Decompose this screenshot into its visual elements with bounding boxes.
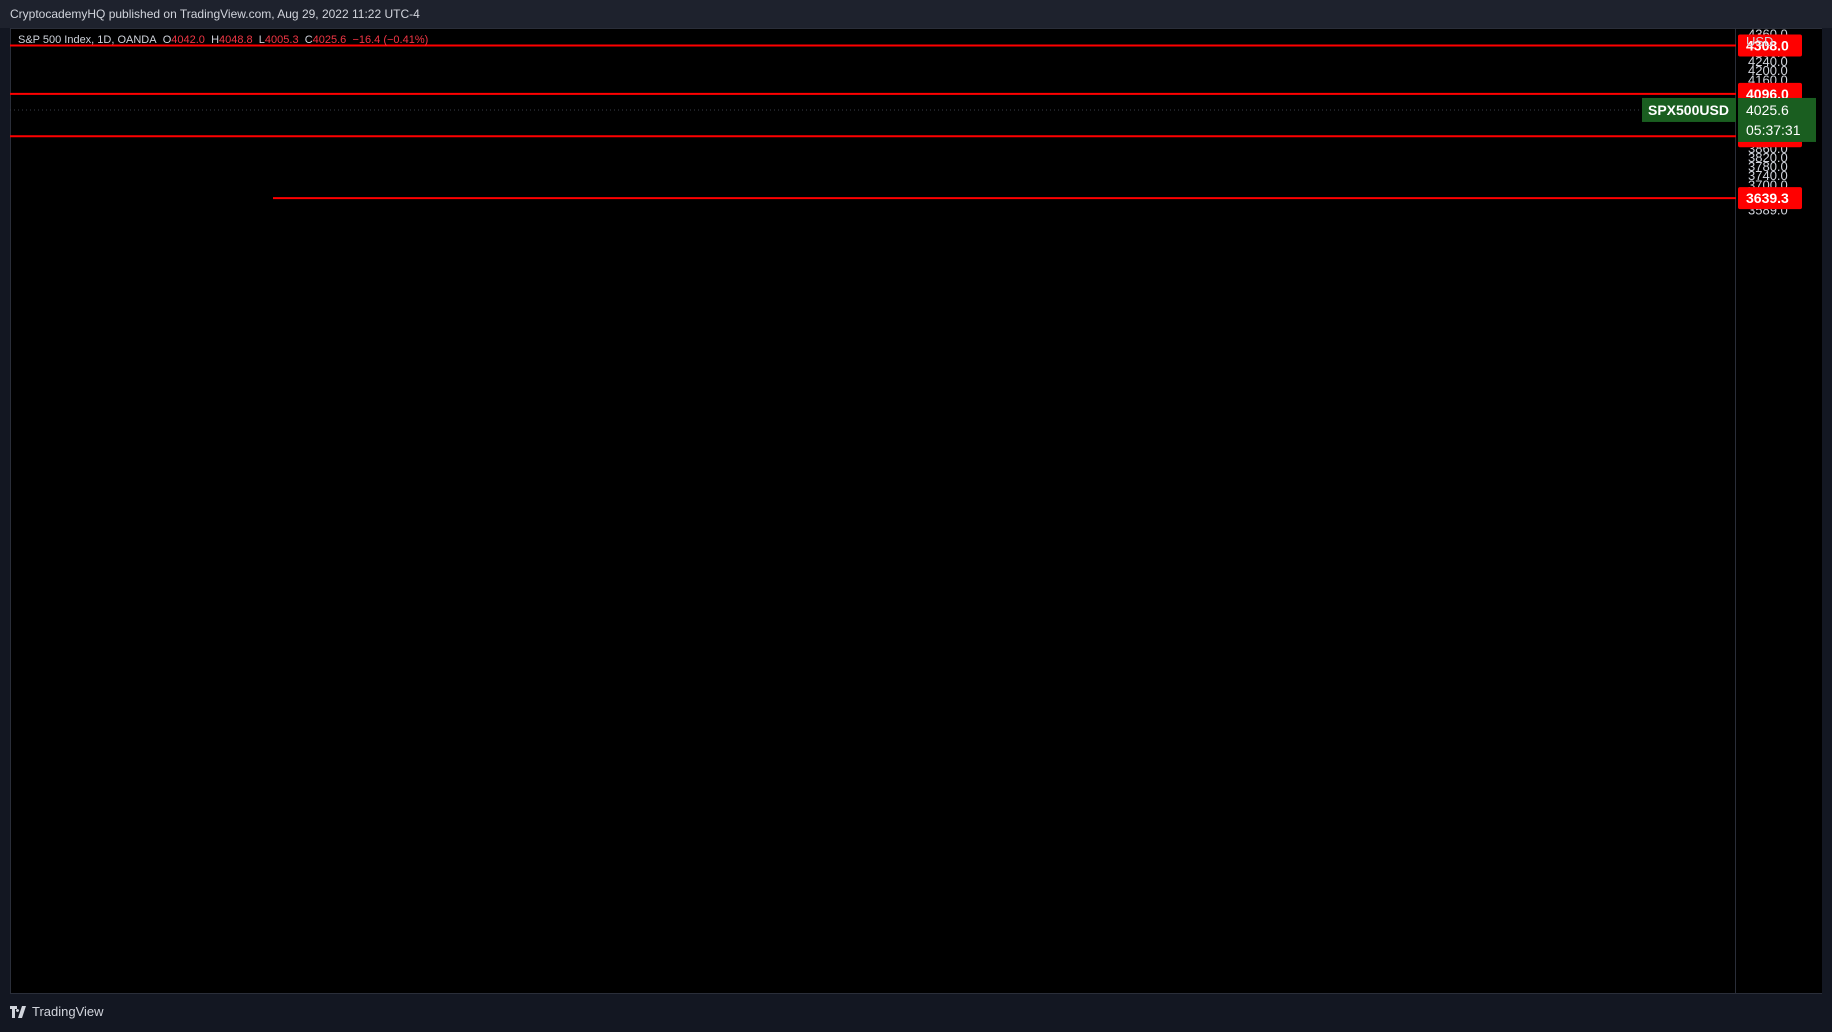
symbol-tag: [1642, 97, 1736, 122]
y-tick-label: 3820.0: [1748, 150, 1788, 165]
brand-label: TradingView: [32, 1004, 104, 1019]
tradingview-logo[interactable]: TradingView: [10, 1004, 104, 1019]
legend-open: 4042.0: [171, 34, 205, 46]
legend-high: 4048.8: [219, 34, 253, 46]
legend-open-label: O: [162, 34, 172, 46]
level-price-tag: [1738, 34, 1802, 57]
level-price-tag: [1738, 187, 1802, 210]
symbol-tag-label: SPX500USD: [1648, 102, 1729, 118]
legend-symbol: S&P 500 Index, 1D, OANDA: [18, 34, 157, 46]
chart-pane[interactable]: [10, 28, 1736, 994]
legend-close-label: C: [304, 34, 313, 46]
legend-low-label: L: [258, 34, 265, 46]
level-price-tag-label: 4096.0: [1746, 86, 1789, 102]
countdown-label: 05:37:31: [1746, 122, 1801, 138]
publish-header: CryptocademyHQ published on TradingView.…: [0, 0, 1832, 28]
y-tick-label: 3740.0: [1748, 168, 1788, 183]
level-price-tag-label: 4308.0: [1746, 37, 1789, 53]
legend-close: 4025.6: [312, 34, 347, 46]
y-tick-label: 4200.0: [1748, 63, 1788, 78]
y-tick-label: 4240.0: [1748, 54, 1788, 69]
legend-change: −16.4 (−0.41%): [352, 34, 429, 46]
levels-layer: [10, 44, 1736, 200]
level-price-tag-label: 3639.3: [1746, 190, 1789, 206]
publisher-line: CryptocademyHQ published on TradingView.…: [10, 7, 420, 21]
price-tags-layer: 4308.04096.03910.43639.3SPX500USD4025.60…: [1642, 34, 1816, 210]
last-price-label: 4025.6: [1746, 102, 1789, 118]
legend-high-label: H: [211, 34, 220, 46]
legend-low: 4005.3: [264, 34, 299, 46]
y-tick-label: 3780.0: [1748, 159, 1788, 174]
last-price-tag: [1738, 97, 1816, 142]
currency-label: USD: [1746, 34, 1773, 49]
symbol-legend: S&P 500 Index, 1D, OANDA O4042.0 H4048.8…: [18, 34, 428, 46]
tradingview-icon: [10, 1005, 26, 1018]
bottom-strip: [0, 994, 1832, 1032]
